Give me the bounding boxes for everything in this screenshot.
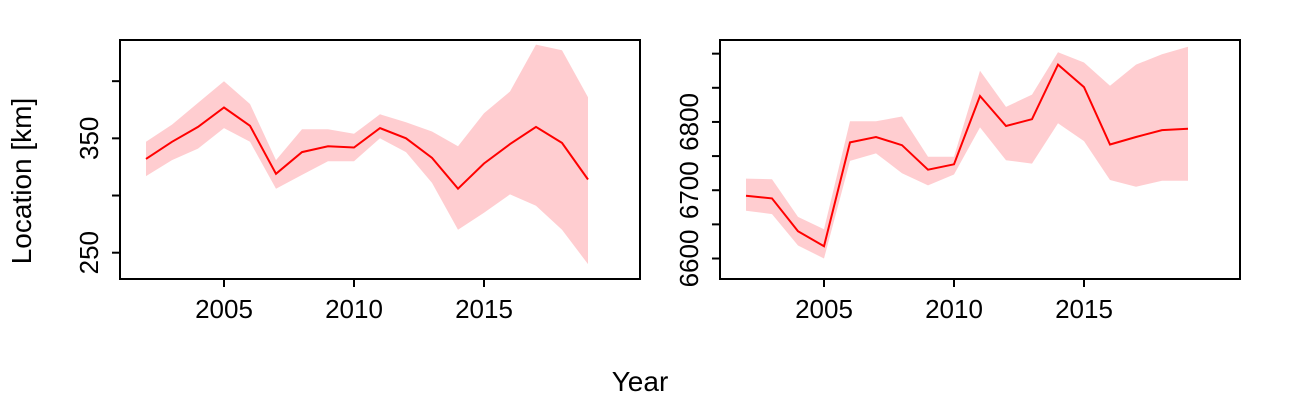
confidence-band xyxy=(746,46,1188,259)
series-line xyxy=(745,62,1189,248)
y-tick-label: 6600 xyxy=(674,230,704,288)
confidence-band xyxy=(146,44,588,265)
y-tick-label: 250 xyxy=(74,231,104,274)
y-tick-label: 6700 xyxy=(674,161,704,219)
plot-frame xyxy=(719,39,1241,280)
x-tick-label: 2005 xyxy=(195,294,253,324)
series-line xyxy=(145,106,589,191)
chart-panel-1: 2005 2010 2015 250 350 xyxy=(74,39,641,324)
x-tick-label: 2010 xyxy=(325,294,383,324)
x-tick-label: 2015 xyxy=(455,294,513,324)
chart-panel-2: 2005 2010 2015 6600 6700 6800 xyxy=(674,39,1241,324)
x-tick-label: 2015 xyxy=(1055,294,1113,324)
x-axis-label: Year xyxy=(612,366,669,397)
y-tick-label: 350 xyxy=(74,117,104,160)
y-tick-label: 6800 xyxy=(674,93,704,151)
plot-frame xyxy=(119,39,641,280)
x-tick-label: 2005 xyxy=(795,294,853,324)
y-axis-label: Location [km] xyxy=(6,98,37,265)
x-tick-label: 2010 xyxy=(925,294,983,324)
